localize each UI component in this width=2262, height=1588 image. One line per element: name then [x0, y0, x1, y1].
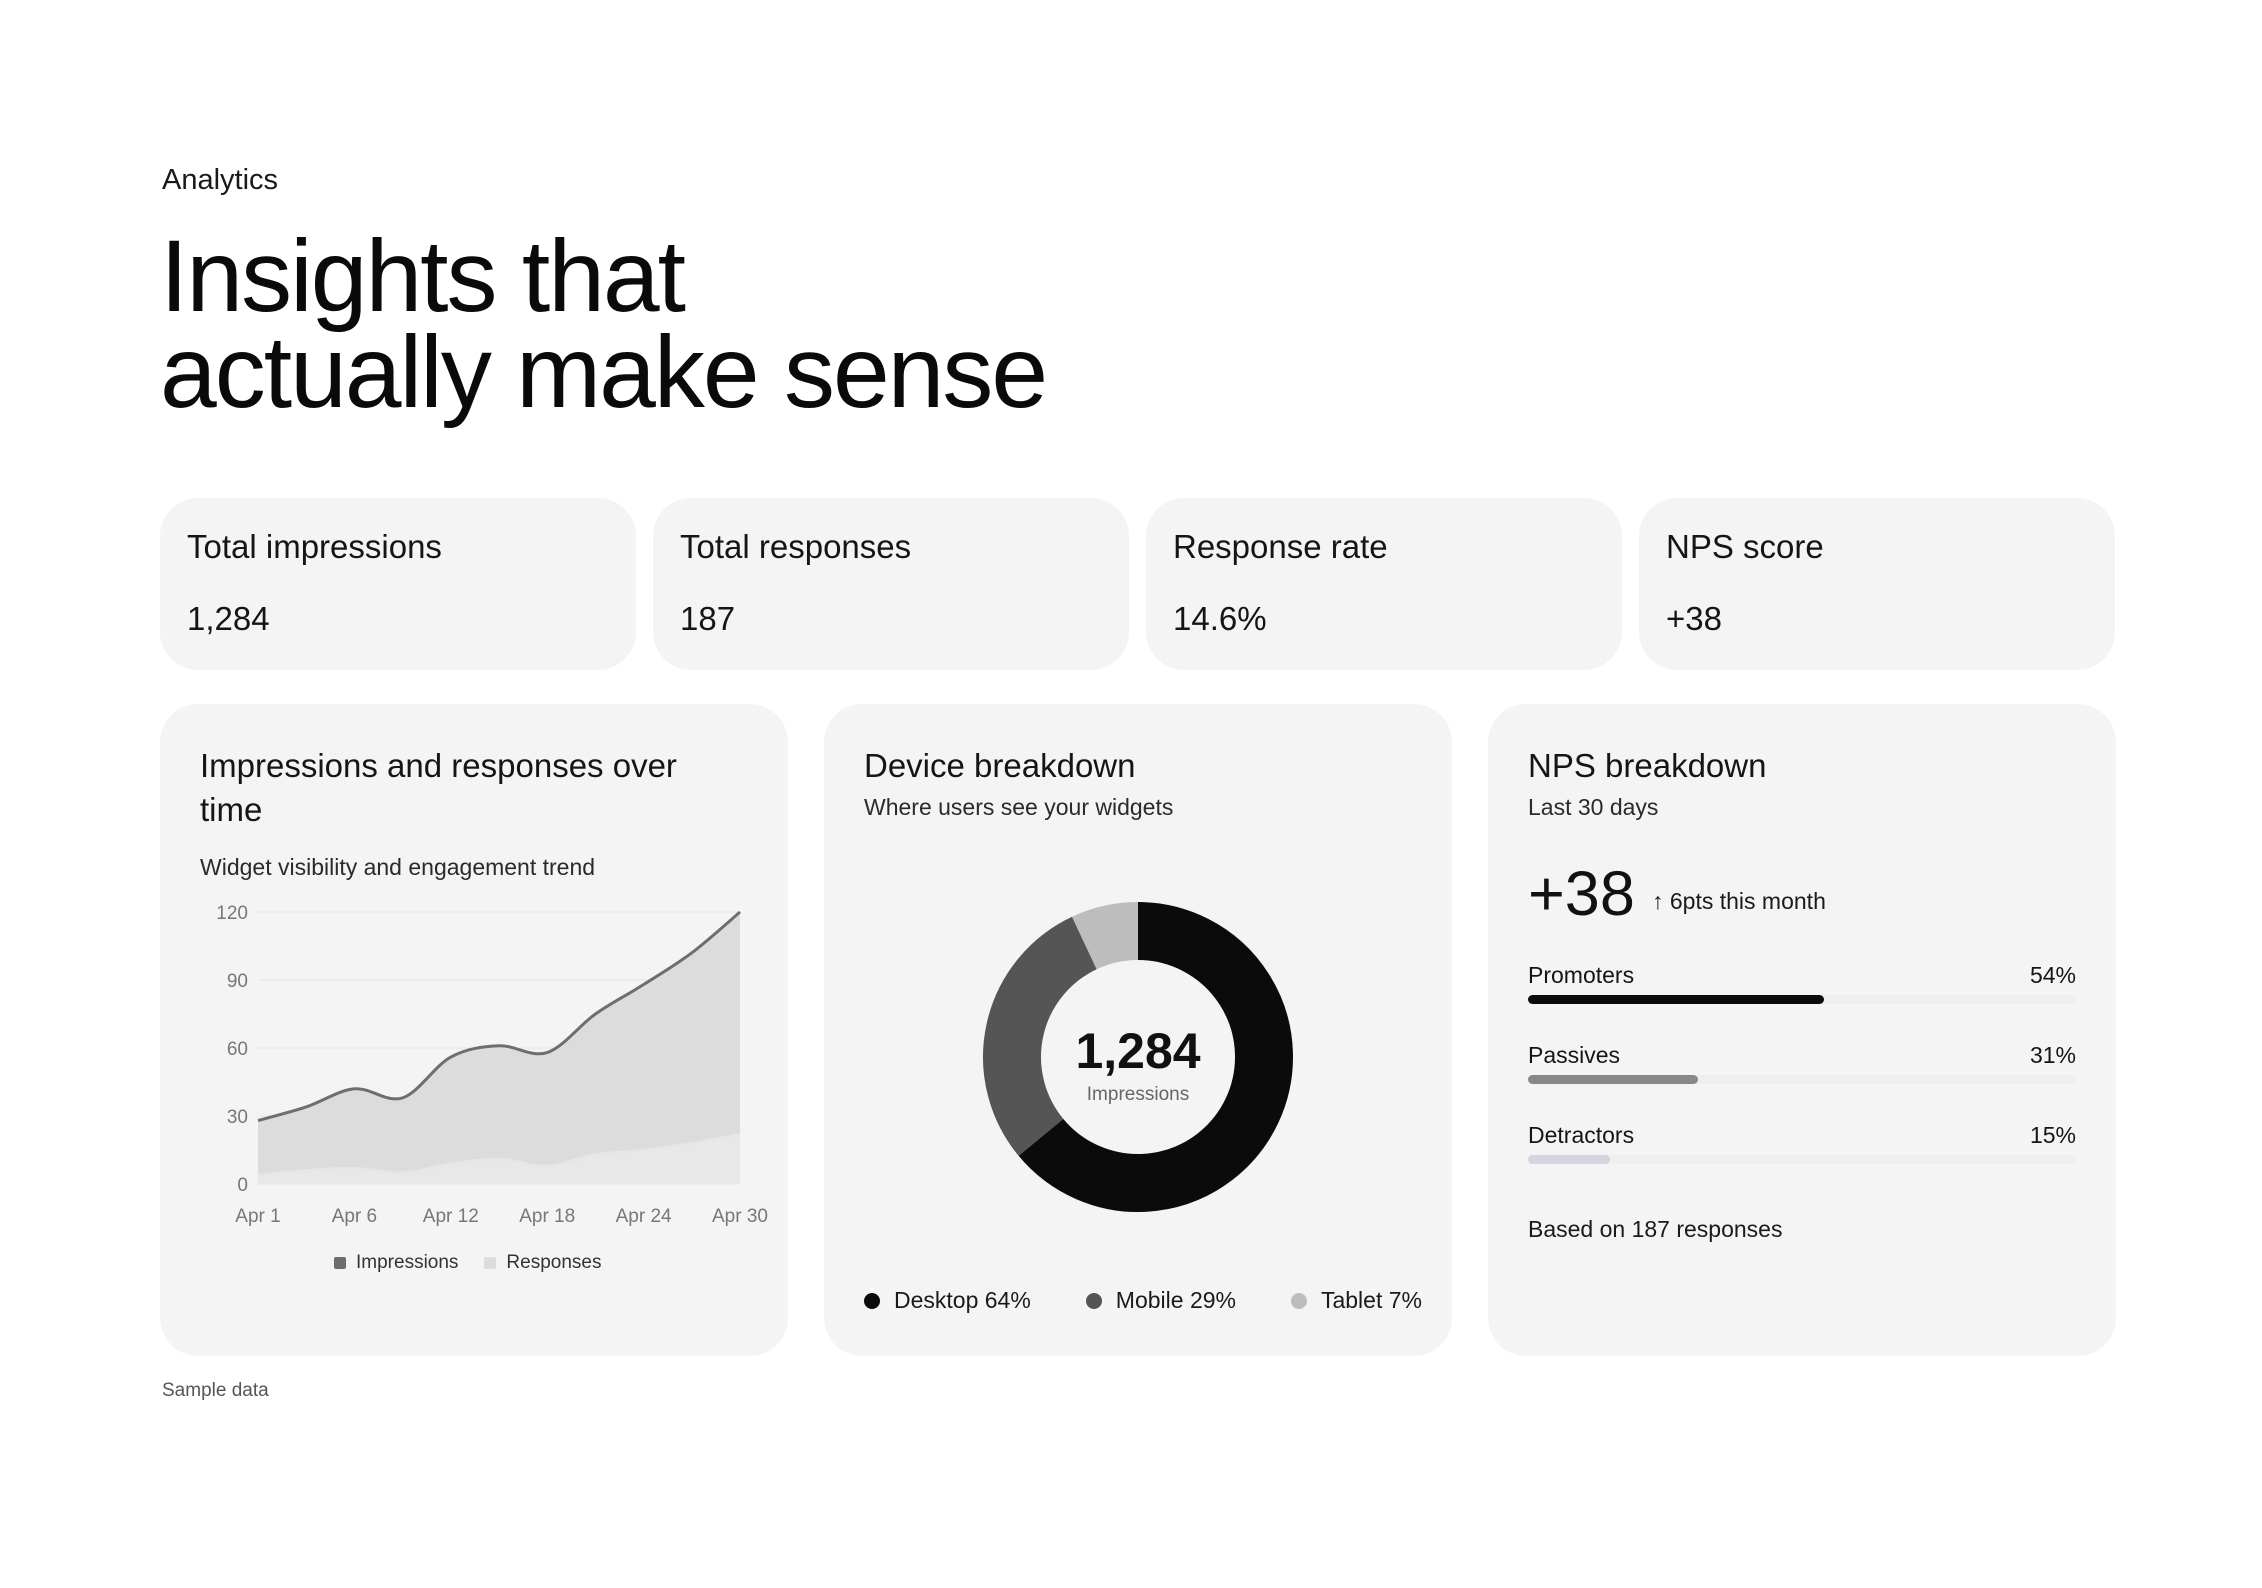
line-impressions — [257, 910, 741, 1122]
legend-label-responses: Responses — [506, 1252, 602, 1273]
stat-card-impressions: Total impressions 1,284 — [160, 498, 636, 670]
eyebrow: Analytics — [162, 164, 279, 196]
page-title-line-2: actually make sense — [160, 315, 1048, 429]
nps-bar-fill-promoters — [1528, 995, 1824, 1004]
donut-center-value: 1,284 — [1075, 1023, 1201, 1079]
donut-slice-desktop — [1018, 902, 1293, 1212]
nps-bar-track — [1528, 1075, 2076, 1084]
area-impressions — [258, 912, 740, 1184]
nps-row-value: 31% — [2029, 1042, 2076, 1068]
stat-value: 1,284 — [187, 600, 270, 637]
x-tick-label: Apr 12 — [423, 1206, 479, 1227]
legend-swatch-responses — [484, 1257, 497, 1269]
stat-card-nps: NPS score +38 — [1639, 498, 2115, 670]
stat-label: Total responses — [680, 528, 912, 565]
nps-bar-fill-passives — [1528, 1075, 1698, 1084]
nps-row-value: 15% — [2029, 1122, 2076, 1148]
nps-row-label: Detractors — [1528, 1122, 1635, 1148]
nps-card-subtitle: Last 30 days — [1528, 794, 1659, 820]
legend-item-tablet: Tablet 7% — [1290, 1287, 1422, 1314]
x-tick-label: Apr 24 — [616, 1206, 672, 1227]
nps-row-label: Passives — [1528, 1042, 1621, 1068]
footnote: Sample data — [162, 1380, 269, 1401]
trend-card-subtitle: Widget visibility and engagement trend — [200, 854, 596, 880]
nps-row-value: 54% — [2029, 962, 2076, 988]
page-title-line-1: Insights that — [160, 219, 686, 333]
nps-bar-track — [1528, 995, 2076, 1004]
legend-item-mobile: Mobile 29% — [1085, 1287, 1236, 1314]
y-tick-label: 90 — [227, 971, 248, 992]
legend-label-mobile: Mobile 29% — [1115, 1287, 1236, 1313]
area-responses — [258, 1134, 740, 1184]
stat-card-responses: Total responses 187 — [653, 498, 1129, 670]
x-tick-label: Apr 1 — [235, 1206, 280, 1227]
device-legend: Desktop 64% Mobile 29% Tablet 7% — [864, 1287, 1422, 1314]
device-card-title: Device breakdown — [864, 747, 1136, 784]
nps-card: NPS breakdown Last 30 days +38 ↑ 6pts th… — [1488, 704, 2116, 1356]
stat-label: Response rate — [1173, 528, 1388, 565]
trend-card-title: Impressions and responses over time — [200, 747, 677, 828]
nps-card-title: NPS breakdown — [1528, 747, 1767, 784]
x-tick-label: Apr 6 — [332, 1206, 377, 1227]
stat-label: Total impressions — [187, 528, 442, 565]
nps-row-label: Promoters — [1528, 962, 1635, 988]
y-tick-label: 60 — [227, 1039, 248, 1060]
x-tick-label: Apr 30 — [712, 1206, 768, 1227]
donut-slice-mobile — [983, 916, 1098, 1156]
y-tick-label: 30 — [227, 1107, 248, 1128]
device-card: Device breakdown Where users see your wi… — [824, 704, 1452, 1356]
donut-center-label: Impressions — [1086, 1084, 1190, 1105]
nps-bar-track — [1528, 1155, 2076, 1164]
legend-dot-desktop — [864, 1292, 880, 1309]
stat-card-response-rate: Response rate 14.6% — [1146, 498, 1622, 670]
legend-dot-tablet — [1290, 1292, 1307, 1309]
legend-item-desktop: Desktop 64% — [864, 1287, 1031, 1314]
line-responses — [257, 1132, 741, 1177]
y-tick-label: 0 — [237, 1175, 248, 1196]
trend-card: Impressions and responses over time Widg… — [160, 704, 788, 1356]
legend-label-tablet: Tablet 7% — [1320, 1287, 1422, 1313]
nps-delta: ↑ 6pts this month — [1652, 888, 1826, 914]
nps-score: +38 — [1528, 859, 1635, 929]
trend-legend: Impressions Responses — [334, 1252, 601, 1274]
legend-label-desktop: Desktop 64% — [894, 1287, 1031, 1313]
stat-value: 187 — [680, 600, 736, 637]
donut-slice-tablet — [1072, 902, 1140, 970]
nps-footer: Based on 187 responses — [1528, 1216, 1783, 1242]
x-tick-label: Apr 18 — [519, 1206, 575, 1227]
stat-value: 14.6% — [1173, 600, 1267, 637]
y-tick-label: 120 — [216, 903, 248, 924]
legend-swatch-impressions — [334, 1257, 346, 1269]
device-donut-chart — [983, 902, 1293, 1212]
legend-dot-mobile — [1085, 1292, 1102, 1309]
nps-bar-fill-detractors — [1528, 1155, 1611, 1164]
device-card-subtitle: Where users see your widgets — [864, 794, 1174, 820]
legend-label-impressions: Impressions — [356, 1252, 459, 1273]
stat-value: +38 — [1666, 600, 1722, 637]
stat-label: NPS score — [1666, 528, 1824, 565]
page-title: Insights that actually make sense — [160, 219, 1048, 429]
